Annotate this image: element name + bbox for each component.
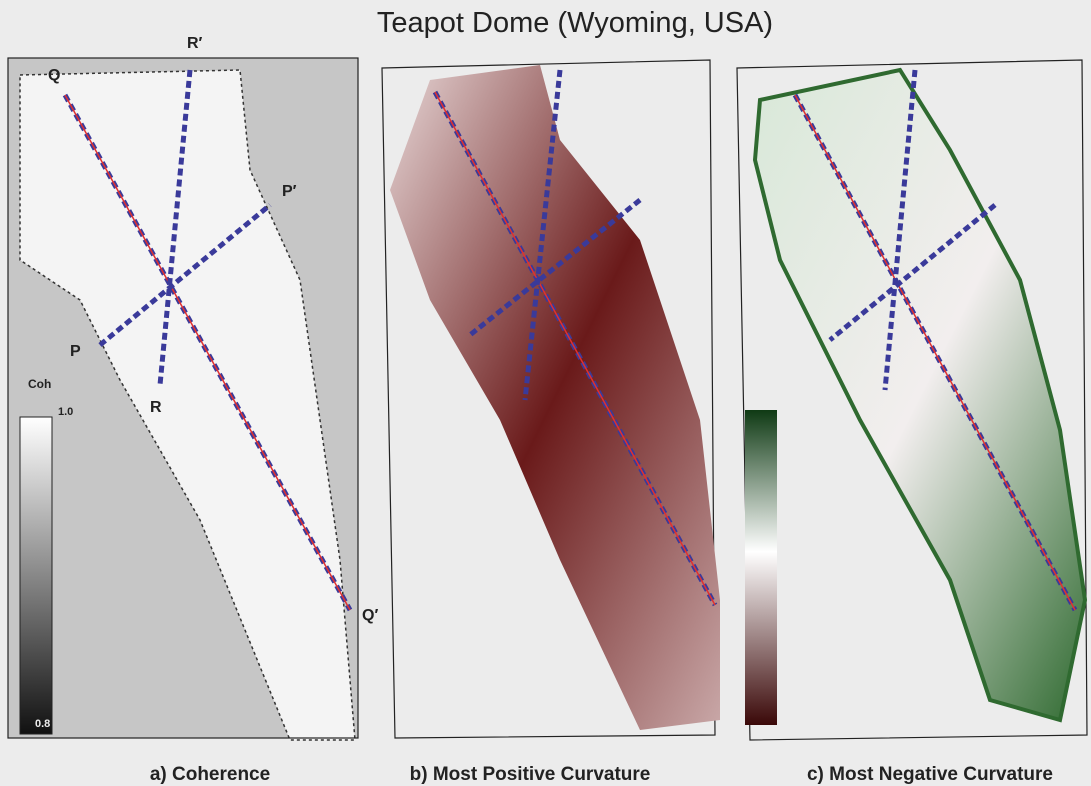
label-p-prime: P′ xyxy=(282,183,297,200)
colorbar-label: Coh xyxy=(28,377,51,391)
label-r: R xyxy=(150,399,162,416)
label-p: P xyxy=(70,343,81,360)
label-r-prime: R′ xyxy=(187,35,203,52)
figure: Teapot Dome (Wyoming, USA) Q Q′ R R′ P P… xyxy=(0,0,1091,786)
caption-b: b) Most Positive Curvature xyxy=(410,764,651,785)
caption-a: a) Coherence xyxy=(150,764,270,785)
colorbar-max: 1.0 xyxy=(58,406,73,418)
page: Teapot Dome (Wyoming, USA) Q Q′ R R′ P P… xyxy=(0,0,1091,786)
negative-curvature-map xyxy=(755,70,1085,720)
curvature-colorbar xyxy=(745,410,777,725)
title: Teapot Dome (Wyoming, USA) xyxy=(377,7,773,39)
positive-curvature-map xyxy=(390,65,720,730)
colorbar xyxy=(20,417,52,734)
label-q: Q xyxy=(48,67,60,84)
caption-c: c) Most Negative Curvature xyxy=(807,764,1053,785)
label-q-prime: Q′ xyxy=(362,607,378,624)
colorbar-min: 0.8 xyxy=(35,718,50,730)
